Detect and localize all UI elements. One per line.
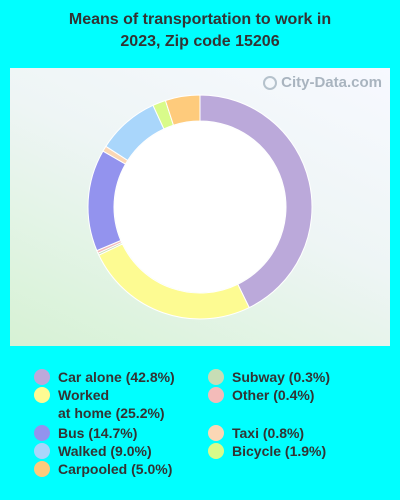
donut-slice — [164, 94, 201, 126]
legend-label: Car alone (42.8%) — [58, 369, 175, 385]
donut-hole — [114, 121, 286, 293]
donut-slice — [199, 94, 313, 309]
legend-item: Other (0.4%) — [208, 386, 314, 404]
chart-panel: City-Data.com — [10, 68, 390, 346]
legend-item: Taxi (0.8%) — [208, 424, 304, 442]
watermark: City-Data.com — [263, 74, 382, 91]
legend-item: Car alone (42.8%) — [34, 368, 175, 386]
legend-item: Worked at home (25.2%) — [34, 386, 165, 422]
legend-swatch — [34, 443, 50, 459]
legend-label: Carpooled (5.0%) — [58, 461, 173, 477]
legend-item: Subway (0.3%) — [208, 368, 330, 386]
legend-label: Bicycle (1.9%) — [232, 443, 327, 459]
chart-title: Means of transportation to work in 2023,… — [0, 9, 400, 53]
chart-title-line-1: Means of transportation to work in — [68, 11, 332, 28]
legend-swatch — [34, 387, 50, 403]
legend-swatch — [34, 369, 50, 385]
legend-swatch — [208, 425, 224, 441]
legend-label: Worked at home (25.2%) — [58, 387, 165, 421]
legend-label: Taxi (0.8%) — [232, 425, 305, 441]
legend-item: Carpooled (5.0%) — [34, 460, 172, 478]
legend-swatch — [208, 387, 224, 403]
legend-label: Walked (9.0%) — [58, 443, 152, 459]
chart-title-line-2: 2023, Zip code 15206 — [120, 33, 280, 50]
watermark-text: City-Data.com — [281, 74, 382, 91]
legend-item: Bus (14.7%) — [34, 424, 137, 442]
legend-label: Bus (14.7%) — [58, 425, 138, 441]
legend-label: Subway (0.3%) — [232, 369, 331, 385]
legend-item: Walked (9.0%) — [34, 442, 152, 460]
city-data-logo-icon — [263, 75, 278, 90]
legend-swatch — [34, 425, 50, 441]
legend-swatch — [208, 369, 224, 385]
legend-swatch — [34, 461, 50, 477]
donut-chart — [87, 94, 313, 320]
legend-label: Other (0.4%) — [232, 387, 315, 403]
legend-item: Bicycle (1.9%) — [208, 442, 326, 460]
legend-swatch — [208, 443, 224, 459]
